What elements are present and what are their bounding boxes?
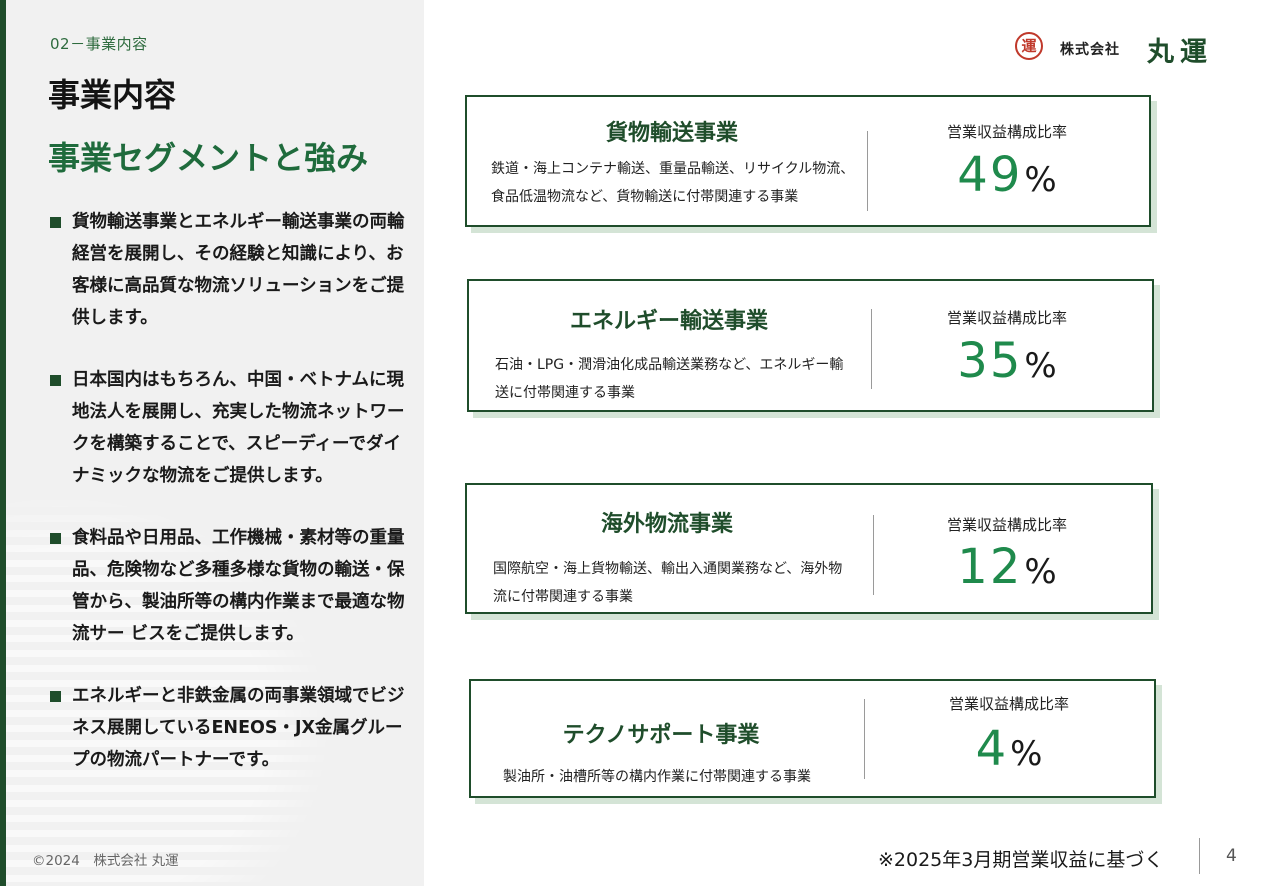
ratio-number: 49	[957, 147, 1023, 203]
segment-card-freight: 貨物輸送事業 鉄道・海上コンテナ輸送、重量品輸送、リサイクル物流、食品低温物流な…	[465, 95, 1151, 227]
percent-sign: %	[1024, 346, 1057, 386]
square-bullet-icon	[50, 691, 61, 702]
segment-card-energy: エネルギー輸送事業 石油・LPG・潤滑油化成品輸送業務など、エネルギー輸送に付帯…	[467, 279, 1154, 412]
square-bullet-icon	[50, 533, 61, 544]
percent-sign: %	[1010, 734, 1043, 774]
footnote: ※2025年3月期営業収益に基づく	[878, 849, 1164, 871]
bullet-list: 貨物輸送事業とエネルギー輸送事業の両輪経営を展開し、その経験と知識により、お客様…	[48, 206, 408, 806]
ratio-label: 営業収益構成比率	[946, 309, 1067, 327]
segment-name: 海外物流事業	[600, 512, 733, 537]
card-divider	[871, 309, 872, 389]
card-divider	[867, 131, 868, 211]
segment-name: 貨物輸送事業	[605, 121, 738, 146]
accent-bar	[0, 0, 6, 886]
segment-description: 国際航空・海上貨物輸送、輸出入通関業務など、海外物流に付帯関連する事業	[493, 561, 843, 605]
bullet-item: 食料品や日用品、工作機械・素材等の重量品、危険物など多種多様な貨物の輸送・保管か…	[48, 522, 408, 650]
bullet-text: 日本国内はもちろん、中国・ベトナムに現地法人を展開し、充実した物流ネットワークを…	[72, 370, 405, 486]
ratio-value: 4%	[909, 721, 1109, 777]
logo-company-name: 丸運	[1147, 37, 1213, 68]
card-divider	[873, 515, 874, 595]
ratio-value: 49%	[907, 147, 1107, 203]
segment-description: 石油・LPG・潤滑油化成品輸送業務など、エネルギー輸送に付帯関連する事業	[495, 357, 844, 401]
ratio-value: 35%	[907, 333, 1107, 389]
ratio-number: 35	[957, 333, 1023, 389]
bullet-text: エネルギーと非鉄金属の両事業領域でビジネス展開しているENEOS・JX金属グルー…	[72, 686, 405, 770]
ratio-label: 営業収益構成比率	[946, 123, 1067, 141]
ratio-label: 営業収益構成比率	[946, 516, 1067, 534]
page-subtitle: 事業セグメントと強み	[48, 139, 369, 177]
percent-sign: %	[1024, 160, 1057, 200]
bullet-text: 食料品や日用品、工作機械・素材等の重量品、危険物など多種多様な貨物の輸送・保管か…	[72, 528, 405, 644]
decorative-stripes	[0, 470, 424, 886]
ratio-label: 営業収益構成比率	[948, 695, 1069, 713]
segment-description: 鉄道・海上コンテナ輸送、重量品輸送、リサイクル物流、食品低温物流など、貨物輸送に…	[491, 161, 855, 205]
segment-card-overseas: 海外物流事業 国際航空・海上貨物輸送、輸出入通関業務など、海外物流に付帯関連する…	[465, 483, 1153, 614]
square-bullet-icon	[50, 217, 61, 228]
copyright: ©2024 株式会社 丸運	[32, 853, 179, 869]
square-bullet-icon	[50, 375, 61, 386]
logo-company-type: 株式会社	[1060, 42, 1120, 58]
section-label: 02－事業内容	[50, 35, 148, 53]
segment-card-techno-support: テクノサポート事業 製油所・油槽所等の構内作業に付帯関連する事業 営業収益構成比…	[469, 679, 1156, 798]
card-divider	[864, 699, 865, 779]
page-number: 4	[1226, 846, 1237, 866]
logo-mark-icon: 運	[1015, 32, 1043, 60]
ratio-value: 12%	[907, 539, 1107, 595]
footer-divider	[1199, 838, 1200, 874]
page-title: 事業内容	[48, 76, 177, 114]
bullet-item: 貨物輸送事業とエネルギー輸送事業の両輪経営を展開し、その経験と知識により、お客様…	[48, 206, 408, 334]
percent-sign: %	[1024, 552, 1057, 592]
left-panel: 02－事業内容 事業内容 事業セグメントと強み 貨物輸送事業とエネルギー輸送事業…	[0, 0, 424, 886]
segment-name: エネルギー輸送事業	[569, 309, 768, 334]
company-logo: 運 株式会社 丸運	[1015, 32, 1237, 68]
bullet-item: エネルギーと非鉄金属の両事業領域でビジネス展開しているENEOS・JX金属グルー…	[48, 680, 408, 776]
ratio-number: 4	[975, 721, 1009, 777]
segment-description: 製油所・油槽所等の構内作業に付帯関連する事業	[503, 769, 811, 785]
bullet-text: 貨物輸送事業とエネルギー輸送事業の両輪経営を展開し、その経験と知識により、お客様…	[72, 212, 405, 328]
segment-name: テクノサポート事業	[562, 723, 760, 748]
bullet-item: 日本国内はもちろん、中国・ベトナムに現地法人を展開し、充実した物流ネットワークを…	[48, 364, 408, 492]
ratio-number: 12	[957, 539, 1023, 595]
